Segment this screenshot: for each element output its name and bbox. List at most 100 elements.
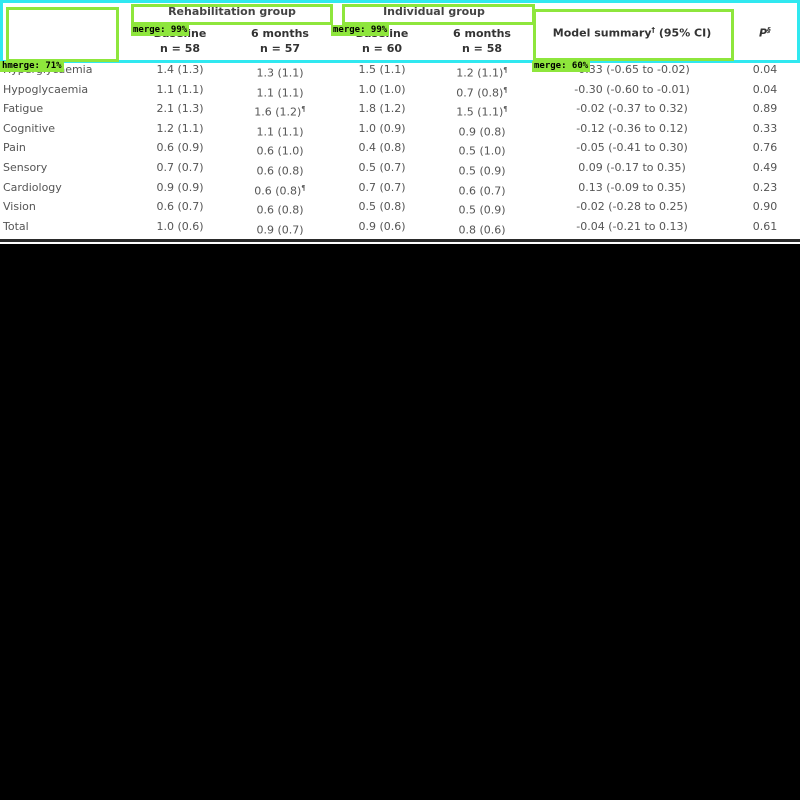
cell-rehab-baseline: 1.2 (1.1) bbox=[156, 121, 204, 135]
cell-rehab-6months-value: 0.9 (0.7) bbox=[256, 223, 304, 237]
cell-indiv-baseline: 1.8 (1.2) bbox=[358, 102, 406, 116]
p-header-mark: § bbox=[767, 26, 771, 34]
cell-indiv-6months: 0.7 (0.8)¶ bbox=[432, 80, 532, 104]
table-row: Cardiology 0.9 (0.9) 0.6 (0.8)¶ 0.7 (0.7) 0.… bbox=[0, 178, 800, 198]
merge-box-model-summary bbox=[533, 9, 734, 61]
table-row: Cognitive 1.2 (1.1) 1.1 (1.1) 1.0 (0.9) 0.9 … bbox=[0, 119, 800, 139]
footnote-mark: ¶ bbox=[503, 85, 508, 94]
cell-rehab-baseline: 1.0 (0.6) bbox=[156, 219, 204, 233]
cell-model-summary: -0.12 (-0.36 to 0.12) bbox=[576, 121, 688, 135]
row-label: Vision bbox=[3, 200, 36, 214]
footnote-mark: ¶ bbox=[301, 183, 306, 192]
results-table: Rehabilitation group Individual group Ba… bbox=[0, 0, 800, 244]
cell-model-summary: -0.02 (-0.37 to 0.32) bbox=[576, 102, 688, 116]
cell-indiv-6months: 0.5 (0.9) bbox=[432, 197, 532, 221]
cell-rehab-baseline: 1.1 (1.1) bbox=[156, 82, 204, 96]
table-row: Total 1.0 (0.6) 0.9 (0.7) 0.9 (0.6) 0.8 (0.6… bbox=[0, 217, 800, 237]
header-highlight-box bbox=[0, 0, 800, 63]
col-header-indiv-6months: 6 months n = 58 bbox=[432, 26, 532, 56]
merge-box-individual-group bbox=[342, 4, 535, 25]
cell-rehab-6months: 1.6 (1.2)¶ bbox=[230, 99, 330, 123]
cell-rehab-6months-value: 0.6 (0.8) bbox=[254, 184, 302, 198]
table-bottom-rule bbox=[0, 239, 800, 242]
cell-p-value: 0.33 bbox=[752, 121, 778, 135]
cell-rehab-baseline: 0.7 (0.7) bbox=[156, 161, 204, 174]
col-header-rehab-6months: 6 months n = 57 bbox=[230, 26, 330, 56]
table-row: Hyperglycaemia1.4 (1.3)1.3 (1.1)1.5 (1.1… bbox=[0, 60, 800, 80]
table-row: Fatigue 2.1 (1.3) 1.6 (1.2)¶ 1.8 (1.2) 1.5 (… bbox=[0, 99, 800, 119]
cell-rehab-baseline: 0.9 (0.9) bbox=[156, 180, 204, 194]
cell-model-summary: -0.33 (-0.65 to -0.02) bbox=[574, 63, 690, 76]
cell-indiv-6months: 0.5 (0.9) bbox=[432, 158, 532, 182]
cell-p-value: 0.49 bbox=[752, 161, 778, 174]
cell-indiv-baseline: 0.5 (0.7) bbox=[358, 161, 406, 174]
cell-rehab-6months: 1.1 (1.1) bbox=[230, 80, 330, 104]
cell-indiv-6months-value: 1.2 (1.1) bbox=[456, 66, 504, 80]
model-header-mark: † bbox=[651, 26, 656, 34]
col-header-n: n = 58 bbox=[159, 42, 200, 55]
col-header-n: n = 57 bbox=[259, 42, 300, 55]
cell-p-value: 0.61 bbox=[752, 219, 778, 233]
row-label: Sensory bbox=[3, 161, 48, 174]
cell-rehab-6months: 1.3 (1.1) bbox=[230, 60, 330, 84]
cell-rehab-baseline: 0.6 (0.9) bbox=[156, 141, 204, 155]
cell-indiv-baseline: 1.0 (1.0) bbox=[358, 82, 406, 96]
footnote-mark: ¶ bbox=[503, 105, 508, 114]
cell-indiv-baseline: 1.0 (0.9) bbox=[358, 121, 406, 135]
col-header-line: 6 months bbox=[251, 27, 309, 40]
cell-indiv-baseline: 0.4 (0.8) bbox=[358, 141, 406, 155]
cell-p-value: 0.90 bbox=[752, 200, 778, 214]
model-header-text: Model summary bbox=[552, 26, 652, 40]
cell-indiv-6months-value: 0.6 (0.7) bbox=[458, 184, 506, 198]
cell-indiv-baseline: 0.7 (0.7) bbox=[358, 180, 406, 194]
cell-rehab-6months-value: 0.6 (0.8) bbox=[256, 164, 304, 178]
cell-p-value: 0.04 bbox=[752, 63, 778, 76]
cell-rehab-6months-value: 1.6 (1.2) bbox=[254, 105, 302, 119]
cell-rehab-baseline: 1.4 (1.3) bbox=[156, 63, 204, 76]
cell-rehab-6months: 0.6 (0.8) bbox=[230, 197, 330, 221]
row-label: Cognitive bbox=[3, 121, 56, 135]
row-label: Fatigue bbox=[3, 102, 44, 116]
cell-indiv-baseline: 0.9 (0.6) bbox=[358, 219, 406, 233]
table-row: Pain 0.6 (0.9) 0.6 (1.0) 0.4 (0.8) 0.5 (1.0)… bbox=[0, 138, 800, 158]
col-header-p: P§ bbox=[759, 26, 771, 40]
footnote-mark: ¶ bbox=[301, 105, 306, 114]
cell-model-summary: -0.05 (-0.41 to 0.30) bbox=[576, 141, 688, 155]
model-header-ci: (95% CI) bbox=[658, 26, 712, 40]
cell-rehab-baseline: 0.6 (0.7) bbox=[156, 200, 204, 214]
cell-indiv-6months-value: 0.9 (0.8) bbox=[458, 125, 506, 139]
cell-indiv-6months: 0.9 (0.8) bbox=[432, 119, 532, 143]
cell-indiv-6months-value: 0.8 (0.6) bbox=[458, 223, 506, 237]
footnote-mark: ¶ bbox=[503, 66, 508, 74]
cell-indiv-6months: 0.6 (0.7) bbox=[432, 178, 532, 202]
cell-indiv-6months-value: 0.5 (1.0) bbox=[458, 145, 506, 159]
cell-indiv-6months: 1.5 (1.1)¶ bbox=[432, 99, 532, 123]
cell-indiv-6months: 0.5 (1.0) bbox=[432, 138, 532, 162]
table-row: Sensory 0.7 (0.7) 0.6 (0.8) 0.5 (0.7) 0.5 (0… bbox=[0, 158, 800, 178]
col-header-n: n = 58 bbox=[461, 42, 502, 55]
merge-tag-individual: merge: 99% bbox=[331, 25, 390, 36]
group-header-rehabilitation: Rehabilitation group bbox=[168, 5, 296, 18]
merge-tag-rehab: merge: 99% bbox=[131, 25, 190, 36]
cell-indiv-6months-value: 0.5 (0.9) bbox=[458, 203, 506, 217]
row-label: Cardiology bbox=[3, 180, 62, 194]
cell-model-summary: -0.04 (-0.21 to 0.13) bbox=[576, 219, 688, 233]
cell-rehab-baseline: 2.1 (1.3) bbox=[156, 102, 204, 116]
cell-rehab-6months: 0.6 (1.0) bbox=[230, 138, 330, 162]
row-label: Pain bbox=[3, 141, 26, 155]
cell-p-value: 0.23 bbox=[752, 180, 778, 194]
row-label: Hypoglycaemia bbox=[3, 82, 89, 96]
group-header-individual: Individual group bbox=[383, 5, 485, 18]
merge-box-stub-header bbox=[6, 7, 119, 62]
cell-model-summary: 0.09 (-0.17 to 0.35) bbox=[578, 161, 686, 174]
col-header-line: 6 months bbox=[453, 27, 511, 40]
cell-rehab-6months: 0.6 (0.8)¶ bbox=[230, 178, 330, 202]
cell-indiv-6months-value: 0.5 (0.9) bbox=[458, 164, 506, 178]
col-header-n: n = 60 bbox=[361, 42, 402, 55]
cell-indiv-6months: 1.2 (1.1)¶ bbox=[432, 60, 532, 84]
cell-rehab-6months-value: 0.6 (0.8) bbox=[256, 203, 304, 217]
cell-model-summary: 0.13 (-0.09 to 0.35) bbox=[578, 180, 686, 194]
cell-model-summary: -0.02 (-0.28 to 0.25) bbox=[576, 200, 688, 214]
p-header-text: P bbox=[759, 26, 768, 40]
cell-rehab-6months: 0.9 (0.7) bbox=[230, 217, 330, 241]
